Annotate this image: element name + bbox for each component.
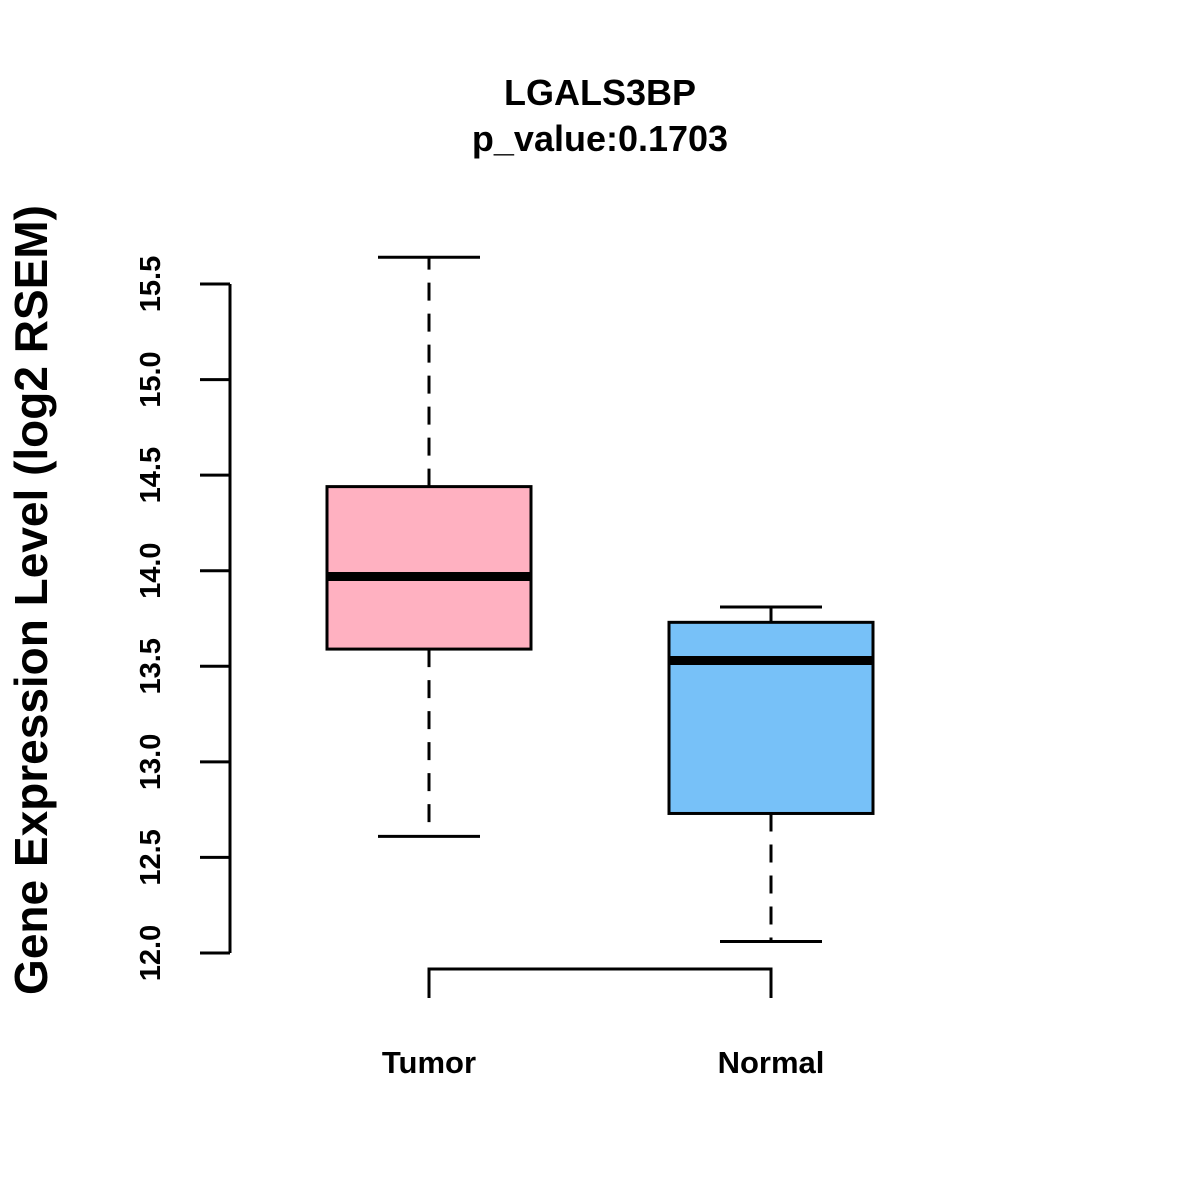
box-tumor xyxy=(325,255,533,838)
category-labels: Tumor Normal xyxy=(382,1045,824,1080)
y-axis-label: Gene Expression Level (log2 RSEM) xyxy=(5,205,57,995)
y-tick-label: 14.0 xyxy=(135,542,167,598)
y-tick-label: 15.0 xyxy=(135,351,167,407)
iqr-box xyxy=(325,485,533,651)
category-label-normal: Normal xyxy=(718,1045,825,1080)
chart-title: LGALS3BP xyxy=(504,72,696,113)
bracket-line xyxy=(427,967,773,998)
y-tick-label: 14.5 xyxy=(135,447,167,503)
comparison-bracket xyxy=(427,967,773,998)
category-label-tumor: Tumor xyxy=(382,1045,476,1080)
y-axis: 12.0 12.5 13.0 13.5 14.0 14.5 15.0 15.5 xyxy=(135,256,232,981)
y-tick-label: 12.0 xyxy=(135,925,167,981)
boxes xyxy=(325,255,875,944)
y-tick-label: 12.5 xyxy=(135,829,167,885)
y-tick-label: 13.5 xyxy=(135,638,167,694)
y-tick-label: 15.5 xyxy=(135,256,167,312)
y-tick-label: 13.0 xyxy=(135,734,167,790)
iqr-box xyxy=(667,620,875,815)
chart-subtitle: p_value:0.1703 xyxy=(472,118,728,159)
box-normal xyxy=(667,605,875,944)
